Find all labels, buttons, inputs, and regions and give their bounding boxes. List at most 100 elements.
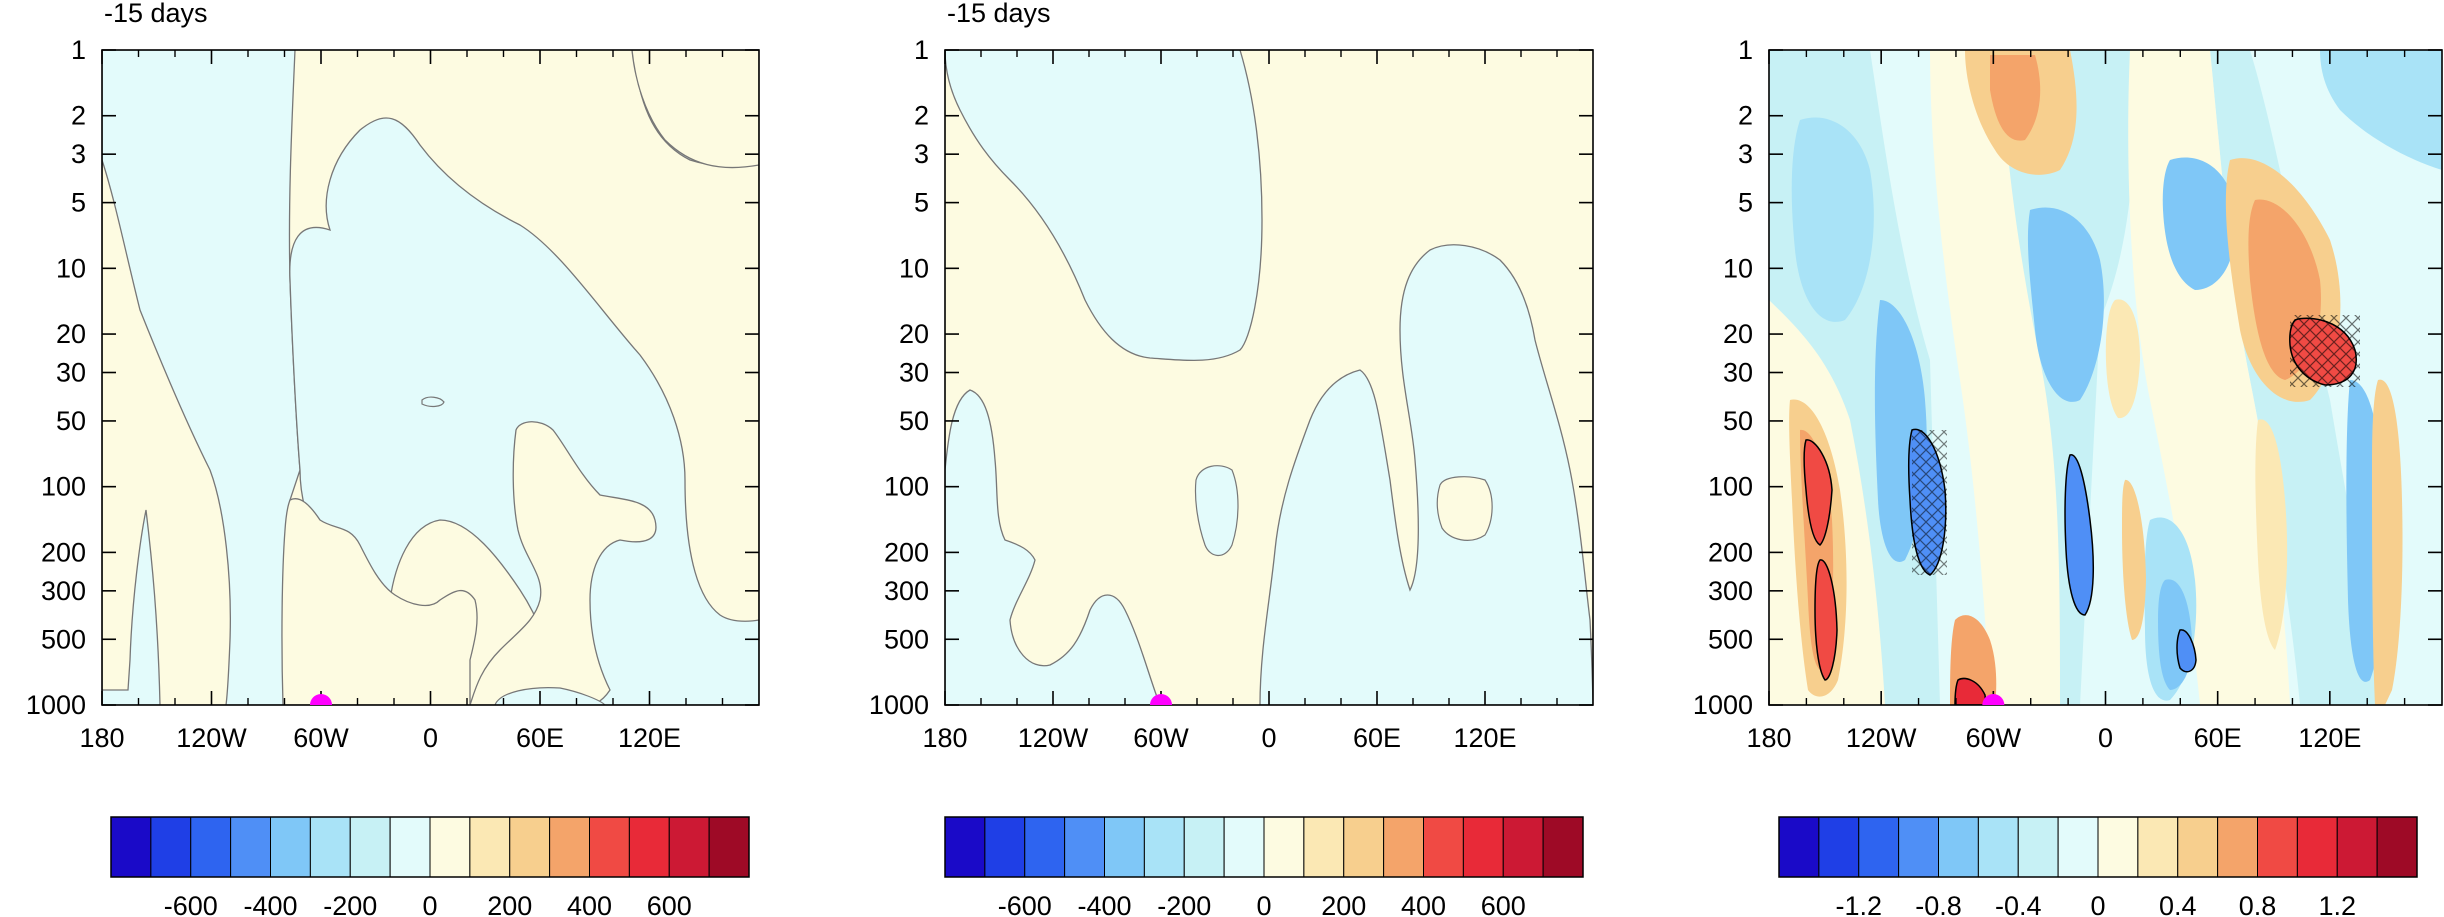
colorbar-label: 600 <box>1481 891 1526 917</box>
colorbar-cell <box>1303 816 1345 878</box>
colorbar-cell <box>1462 816 1504 878</box>
colorbar-label: -200 <box>1157 891 1211 917</box>
positive-upright-block <box>631 50 759 169</box>
panel-right-field <box>1769 50 2442 705</box>
y-tick-label: 5 <box>71 188 86 218</box>
y-tick-label: 1000 <box>26 690 86 720</box>
colorbar-label: -400 <box>243 891 297 917</box>
colorbar-label: -0.4 <box>1995 891 2042 917</box>
colorbar-cell <box>469 816 511 878</box>
x-tick-label: 0 <box>1261 723 1276 753</box>
colorbar-cell <box>708 816 750 878</box>
y-tick-label: 10 <box>899 253 929 283</box>
colorbar-cell <box>389 816 431 878</box>
colorbar-label: 400 <box>1401 891 1446 917</box>
colorbar-cell <box>2097 816 2139 878</box>
colorbar-cell <box>2177 816 2219 878</box>
x-tick-label: 120W <box>176 723 247 753</box>
colorbar-label: -1.2 <box>1835 891 1882 917</box>
y-tick-label: 50 <box>899 406 929 436</box>
colorbar-cell <box>2217 816 2258 878</box>
y-tick-label: 20 <box>56 319 86 349</box>
colorbar-cell <box>2057 816 2099 878</box>
positive-lower-mid-lobe <box>469 421 657 705</box>
colorbar-cell <box>309 816 351 878</box>
location-marker <box>1150 694 1172 705</box>
y-tick-label: 100 <box>884 472 929 502</box>
colorbar-label: 0 <box>2090 891 2105 917</box>
colorbar-label: -600 <box>164 891 218 917</box>
y-tick-label: 2 <box>1738 101 1753 131</box>
y-tick-label: 1000 <box>1693 690 1753 720</box>
small-negative-cell <box>421 396 445 408</box>
colorbar-label: 600 <box>647 891 692 917</box>
colorbar-cell <box>429 816 471 878</box>
red-left-lower <box>1814 559 1838 681</box>
colorbar-label: 0 <box>422 891 437 917</box>
blue-lobe-upperleft <box>1791 117 1874 322</box>
x-tick-label: 120E <box>2298 723 2361 753</box>
colorbar-cell <box>270 816 311 878</box>
colorbar-cell <box>1143 816 1185 878</box>
colorbar-cell <box>1938 816 1979 878</box>
x-tick-label: 120E <box>1453 723 1516 753</box>
colorbar-label: -400 <box>1077 891 1131 917</box>
colorbar-cell <box>1263 816 1305 878</box>
colorbar-frame <box>110 816 750 878</box>
colorbar-cell <box>2296 816 2338 878</box>
red-left-upper <box>1803 439 1833 546</box>
positive-tongue-west <box>102 159 231 705</box>
y-tick-label: 3 <box>71 139 86 169</box>
x-tick-label: 180 <box>79 723 124 753</box>
blue-lobe-c <box>2162 157 2236 290</box>
location-marker <box>310 694 332 705</box>
x-tick-label: 60W <box>1133 723 1189 753</box>
negative-bottom-right-strip <box>494 687 606 705</box>
colorbar-label: -200 <box>323 891 377 917</box>
x-tick-label: 60W <box>293 723 349 753</box>
y-tick-label: 5 <box>1738 188 1753 218</box>
colorbar-cell <box>1977 816 2019 878</box>
colorbar-label: -600 <box>998 891 1052 917</box>
y-tick-label: 300 <box>1708 576 1753 606</box>
colorbar-cell <box>2017 816 2059 878</box>
y-tick-label: 10 <box>1723 253 1753 283</box>
marker-layer <box>310 694 2005 705</box>
positive-small-cell-b <box>1436 476 1493 541</box>
colorbar-cell <box>1858 816 1900 878</box>
colorbar-cell <box>190 816 232 878</box>
cream-band-1 <box>1930 50 2060 705</box>
x-tick-label: 120W <box>1018 723 1089 753</box>
warm-blob-mid <box>2105 299 2140 419</box>
warm-right-edge <box>2372 379 2403 705</box>
y-tick-label: 1 <box>71 35 86 65</box>
colorbar-frame <box>1778 816 2418 878</box>
red-bottom-center <box>1954 677 1987 705</box>
colorbar-cell <box>589 816 630 878</box>
y-tick-label: 50 <box>1723 406 1753 436</box>
colorbar-cell <box>2336 816 2378 878</box>
y-tick-label: 30 <box>899 358 929 388</box>
colorbar-label: 1.2 <box>2318 891 2356 917</box>
y-tick-label: 200 <box>884 537 929 567</box>
colorbar-label: 200 <box>1321 891 1366 917</box>
warm-top-core <box>1990 55 2041 141</box>
y-tick-label: 10 <box>56 253 86 283</box>
y-tick-label: 300 <box>41 576 86 606</box>
colorbar-cell <box>1818 816 1860 878</box>
colorbar-cell <box>1423 816 1464 878</box>
y-tick-label: 1 <box>1738 35 1753 65</box>
colorbar-cell <box>1064 816 1105 878</box>
blue-core-45e <box>2176 629 2197 673</box>
colorbar-cell <box>1343 816 1385 878</box>
positive-lower-left-lobe <box>281 498 478 705</box>
colorbar-cell <box>1898 816 1939 878</box>
axes-layer: 180 120W 60W 0 60E 120E 1 2 3 5 10 20 30 50 100 200 300 5… <box>26 35 2443 753</box>
negative-upper-lobe <box>945 50 1263 362</box>
colorbar-label: 0.8 <box>2239 891 2277 917</box>
x-tick-label: 60E <box>1353 723 1401 753</box>
colorbar-cell <box>2257 816 2298 878</box>
negative-right-lobe <box>1259 244 1593 705</box>
colorbar-cell <box>1104 816 1145 878</box>
